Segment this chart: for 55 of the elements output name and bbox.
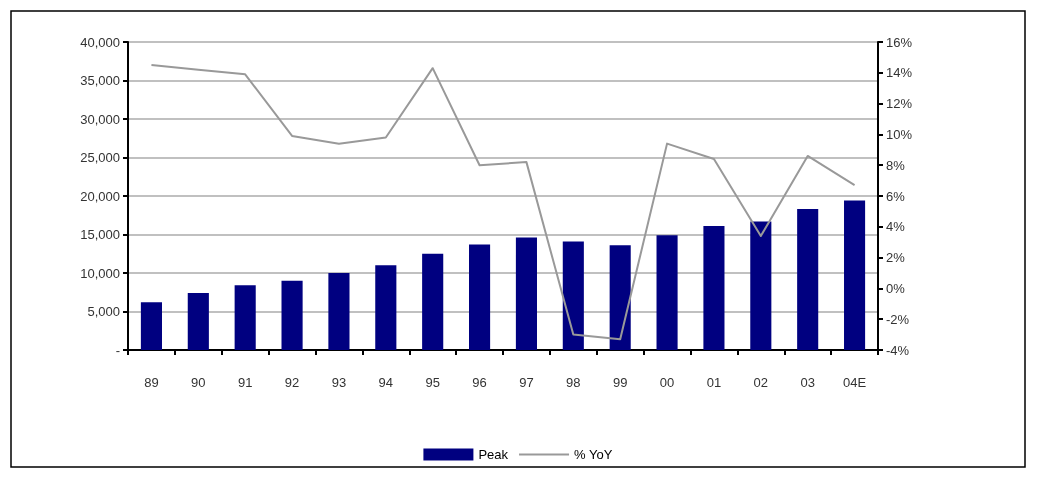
x-tick-label: 96 [472,375,487,390]
y2-tick-label: 10% [886,126,913,142]
x-tick-label: 93 [331,375,347,390]
bar [750,221,772,350]
bar [187,293,209,350]
x-tick-label: 99 [612,375,628,390]
bar [515,237,537,350]
bar [609,245,631,350]
y2-tick-label: -2% [886,311,910,327]
x-tick-label: 97 [519,375,534,390]
bar [281,280,303,350]
y-tick-label: 5,000 [87,304,120,319]
y2-tick-label: 2% [886,250,906,266]
y2-tick-label: 14% [886,65,913,81]
y2-tick-label: 12% [886,96,913,112]
y-tick-label: 40,000 [80,34,120,50]
x-tick-label: 04E [842,375,867,390]
y-tick-label: 10,000 [80,265,120,281]
bar [140,302,162,350]
x-tick-label: 98 [566,375,581,390]
x-tick-label: 02 [753,375,769,390]
y-tick-label: 30,000 [80,111,120,127]
x-tick-label: 95 [425,375,440,390]
y2-tick-label: 0% [886,280,906,296]
x-tick-label: 89 [144,375,159,390]
x-tick-label: 91 [237,375,253,390]
bar [469,244,491,350]
y-tick-label: 20,000 [80,188,120,204]
x-tick-label: 92 [284,375,300,390]
legend-label: Peak [478,447,509,462]
x-tick-label: 94 [378,375,394,390]
line-series [150,64,856,341]
bar [844,200,866,350]
bar [656,235,678,350]
bar [703,226,725,350]
x-tick-label: 03 [800,375,815,390]
bar [328,273,350,350]
legend-label: % YoY [574,447,613,462]
y2-tick-label: 16% [886,34,913,50]
y2-tick-label: 4% [886,219,906,235]
y2-tick-label: -4% [886,342,910,358]
x-tick-label: 00 [659,375,675,390]
x-tick-label: 01 [706,375,722,390]
bar [562,241,584,350]
y-tick-label: 25,000 [80,150,120,165]
bar [234,285,256,350]
bar [375,265,397,350]
x-tick-label: 90 [191,375,206,390]
y-tick-label: 15,000 [80,227,120,242]
y-tick-label: - [115,342,120,358]
bar [422,253,444,350]
y-tick-label: 35,000 [80,73,120,88]
bar [797,209,819,350]
y2-tick-label: 8% [886,157,906,173]
y2-tick-label: 6% [886,188,906,204]
